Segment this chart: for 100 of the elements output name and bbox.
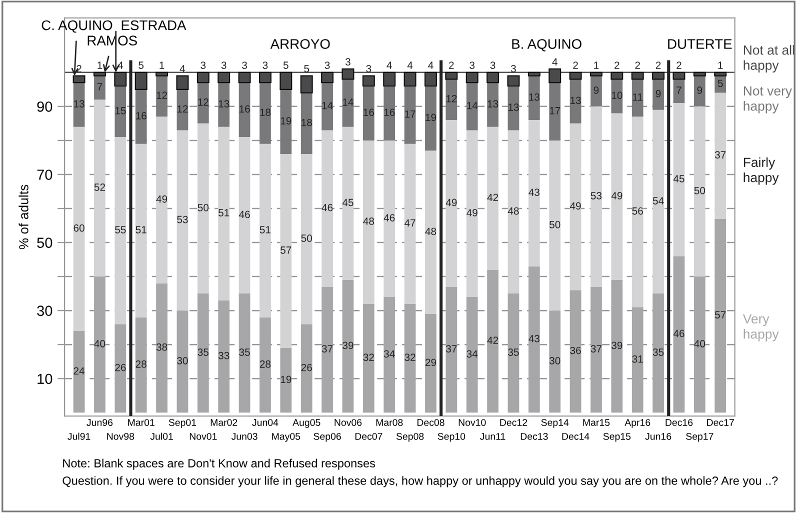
x-tick-label: Aug05 [292, 419, 320, 428]
data-label: 5 [304, 65, 310, 72]
data-label: 3 [200, 62, 206, 69]
data-label: 24 [74, 367, 85, 375]
data-label: 42 [487, 194, 498, 201]
data-label: 48 [363, 218, 374, 225]
series-label: Not very happy [744, 86, 792, 114]
y-tick-label: 50 [37, 238, 52, 248]
data-label: 46 [673, 330, 684, 338]
data-label: 2 [76, 64, 82, 72]
data-label: 51 [260, 226, 271, 234]
data-label: 3 [490, 62, 496, 69]
data-label: 32 [404, 354, 416, 361]
data-label: 3 [470, 62, 475, 69]
x-tick-label: Dec13 [520, 432, 548, 440]
data-label: 35 [508, 348, 519, 356]
data-label: 9 [697, 86, 702, 94]
annotation: ESTRADA [122, 20, 186, 30]
data-label: 19 [280, 376, 292, 384]
x-tick-label: Mar01 [128, 419, 154, 426]
x-tick-label: Nov10 [458, 419, 486, 426]
y-tick-label: 30 [37, 306, 52, 316]
data-label: 34 [466, 350, 478, 358]
data-label: 1 [160, 62, 164, 69]
data-label: 1 [98, 62, 102, 69]
x-tick-label: Jul91 [68, 432, 90, 440]
data-label: 34 [384, 350, 395, 358]
data-label: 54 [652, 197, 664, 204]
data-label: 57 [280, 246, 292, 254]
data-label: 47 [404, 219, 416, 226]
data-label: 55 [115, 226, 126, 234]
data-label: 13 [508, 104, 519, 111]
data-label: 12 [177, 105, 188, 113]
x-tick-label: Sep06 [314, 432, 341, 442]
data-label: 13 [529, 93, 540, 101]
data-label: 29 [425, 358, 436, 366]
data-label: 50 [694, 186, 706, 194]
data-label: 13 [218, 100, 230, 108]
data-label: 33 [218, 352, 230, 360]
x-tick-label: Sep17 [686, 432, 714, 442]
x-tick-label: Jun11 [480, 433, 506, 440]
data-label: 46 [384, 214, 395, 222]
data-label: 26 [301, 364, 312, 372]
data-label: 13 [74, 100, 84, 108]
data-label: 39 [342, 342, 354, 350]
data-label: 3 [345, 58, 350, 66]
data-label: 37 [714, 151, 726, 159]
text: Question. If you were to consider your life in general these days, how happy or unhappy would you say you are on the whole? Are you ..? [62, 476, 778, 488]
x-tick-label: Jun16 [645, 432, 672, 440]
x-tick-label: Nov98 [107, 432, 134, 440]
annotation: B. AQUINO [512, 39, 582, 52]
data-label: 4 [407, 62, 413, 69]
x-tick-label: Mar15 [583, 419, 610, 426]
y-axis-title: % of adults [18, 184, 28, 250]
x-tick-label: Dec14 [562, 433, 590, 440]
x-tick-label: Dec12 [500, 419, 528, 426]
data-label: 48 [508, 207, 519, 215]
data-label: 3 [366, 64, 372, 72]
data-label: 2 [449, 62, 454, 69]
data-label: 35 [239, 348, 250, 356]
annotation: C. AQUINO [42, 20, 112, 33]
x-tick-label: Sep01 [168, 419, 196, 428]
data-label: 5 [718, 80, 723, 88]
data-label: 1 [718, 62, 723, 69]
data-label: 12 [156, 92, 168, 99]
data-label: 49 [611, 192, 622, 200]
data-label: 49 [156, 195, 168, 203]
data-label: 3 [324, 62, 330, 69]
data-label: 35 [652, 348, 664, 356]
data-label: 5 [138, 62, 144, 69]
annotation: ARROYO [270, 39, 330, 49]
text: Note: Blank spaces are Don't Know and Refused responses [63, 458, 376, 470]
data-label: 30 [177, 357, 188, 364]
data-label: 17 [550, 107, 560, 114]
data-label: 37 [322, 345, 333, 352]
data-label: 40 [694, 340, 706, 348]
data-label: 37 [446, 345, 457, 352]
data-label: 28 [260, 360, 271, 368]
data-label: 4 [428, 62, 434, 69]
x-tick-label: Nov01 [190, 432, 217, 440]
data-label: 39 [612, 342, 622, 350]
data-label: 10 [612, 92, 622, 100]
x-tick-label: May05 [272, 432, 300, 442]
data-label: 53 [177, 216, 188, 224]
series-label: Not at all happy [744, 45, 794, 73]
data-label: 2 [635, 62, 640, 69]
data-label: 16 [240, 105, 250, 113]
data-label: 4 [180, 65, 186, 72]
data-label: 56 [632, 207, 643, 215]
data-label: 3 [242, 62, 247, 69]
x-tick-label: Mar08 [376, 419, 403, 426]
data-label: 45 [673, 175, 684, 182]
data-label: 40 [94, 340, 106, 348]
data-label: 43 [528, 334, 540, 342]
data-label: 9 [656, 90, 661, 98]
data-label: 9 [594, 86, 599, 94]
data-label: 36 [570, 346, 581, 354]
x-tick-label: Sep10 [438, 432, 466, 442]
data-label: 2 [656, 62, 661, 69]
data-label: 48 [425, 228, 436, 236]
